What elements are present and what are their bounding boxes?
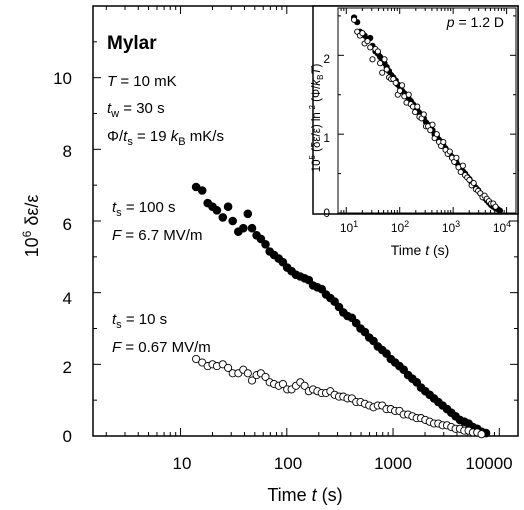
data-point-open	[351, 16, 358, 23]
data-point-filled	[496, 207, 504, 214]
data-point-open	[459, 162, 466, 169]
main-chart: 10 100 1000 10000 0 2 4 6 8 10 Time t (s…	[20, 5, 519, 505]
main-x-axis-title: Time t (s)	[267, 485, 342, 505]
data-point-open	[359, 30, 366, 37]
inset-dipole-label: p = 1.2 D	[446, 14, 504, 30]
data-point-open	[477, 430, 486, 439]
data-point-open	[466, 176, 473, 183]
data-point-open	[364, 38, 371, 45]
data-point-open	[453, 154, 460, 161]
data-point-open	[446, 148, 453, 155]
inset-y-axis-title: 105 (δε/ε) ln-2 (Φ/kBT)	[308, 64, 325, 173]
data-point-open	[381, 56, 388, 63]
data-point-filled	[261, 240, 270, 249]
temperature-label: T = 10 mK	[107, 73, 177, 90]
data-point-open	[278, 379, 287, 389]
data-point-open	[420, 111, 427, 118]
main-y-tick-label: 6	[63, 215, 72, 234]
main-y-tick-label: 2	[63, 358, 72, 377]
data-point-filled	[223, 202, 233, 211]
data-point-open	[433, 131, 440, 138]
data-point-filled	[212, 206, 222, 215]
data-point-open	[412, 109, 419, 116]
data-point-open	[247, 376, 257, 385]
data-point-open	[399, 82, 406, 89]
data-point-open	[261, 372, 270, 381]
sweep-time-10-label: ts = 10 s	[112, 311, 167, 331]
data-point-filled	[239, 223, 248, 233]
data-point-filled	[228, 216, 237, 226]
inset-x-axis-title: Time t (s)	[391, 242, 450, 258]
main-y-tick-label: 0	[63, 427, 72, 446]
data-point-open	[300, 381, 309, 390]
inset-x-tick-label: 103	[442, 219, 460, 235]
sweep-rate-label: Φ/ts = 19 kB mK/s	[107, 128, 224, 148]
main-series-open	[192, 354, 486, 439]
main-x-tick-label: 10	[173, 454, 192, 473]
inset-series-open	[351, 16, 499, 210]
data-point-open	[457, 168, 464, 176]
main-series-filled	[191, 182, 491, 438]
field-6-7-label: F = 6.7 MV/m	[112, 227, 202, 244]
data-point-filled	[243, 209, 253, 219]
data-point-open	[374, 48, 381, 55]
data-point-open	[243, 369, 252, 378]
main-y-tick-label: 4	[63, 289, 72, 308]
data-point-filled	[197, 186, 207, 195]
data-point-filled	[247, 223, 257, 233]
data-point-open	[492, 203, 499, 210]
data-point-open	[392, 79, 399, 86]
data-point-open	[192, 354, 201, 364]
inset-chart: 0 1 2 101 102 103 104 Time t (s) 105 (δε…	[308, 5, 519, 258]
data-point-open	[224, 363, 233, 372]
data-point-open	[414, 103, 421, 110]
main-y-tick-label: 10	[53, 69, 72, 88]
inset-x-tick-label: 101	[340, 219, 358, 235]
data-point-open	[440, 138, 447, 146]
data-point-open	[429, 121, 436, 128]
inset-x-tick-label: 104	[493, 219, 511, 235]
sweep-time-100-label: ts = 100 s	[112, 199, 175, 219]
inset-y-tick-label: 2	[323, 52, 330, 66]
waiting-time-label: tw = 30 s	[107, 100, 165, 120]
main-x-tick-label: 10000	[465, 454, 512, 473]
data-point-open	[379, 69, 386, 76]
inset-ticks	[337, 8, 516, 214]
inset-plot-frame	[337, 7, 517, 214]
data-point-open	[427, 127, 434, 134]
main-x-tick-label: 1000	[374, 454, 412, 473]
main-x-tick-label: 100	[274, 454, 302, 473]
inset-x-tick-label: 102	[391, 219, 409, 235]
data-point-open	[405, 91, 412, 98]
data-point-open	[377, 60, 384, 67]
field-0-67-label: F = 0.67 MV/m	[112, 339, 211, 356]
data-point-open	[369, 56, 376, 63]
inset-y-tick-label: 0	[323, 206, 330, 220]
data-point-open	[396, 87, 403, 94]
data-point-open	[367, 44, 374, 51]
material-label: Mylar	[107, 33, 157, 54]
data-point-filled	[218, 213, 228, 222]
inset-y-tick-label: 1	[323, 131, 330, 145]
data-point-open	[470, 179, 477, 187]
main-y-tick-label: 8	[63, 142, 72, 161]
main-y-axis-title: 106 δε/ε	[20, 195, 42, 258]
data-point-open	[198, 358, 207, 367]
data-point-open	[383, 66, 390, 73]
